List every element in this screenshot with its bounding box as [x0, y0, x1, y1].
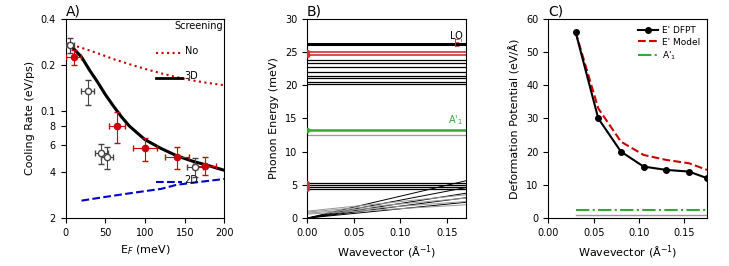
Text: No: No — [184, 45, 198, 56]
Y-axis label: Deformation Potential (eV/Å): Deformation Potential (eV/Å) — [510, 38, 521, 198]
Text: A): A) — [66, 5, 80, 19]
Y-axis label: Phonon Energy (meV): Phonon Energy (meV) — [269, 57, 279, 179]
Text: Screening: Screening — [174, 21, 223, 31]
Text: A'$_1$: A'$_1$ — [448, 113, 463, 127]
Text: C): C) — [548, 5, 564, 19]
Text: LO: LO — [450, 31, 463, 41]
Text: 2D: 2D — [184, 175, 198, 185]
X-axis label: Wavevector (Å$^{-1}$): Wavevector (Å$^{-1}$) — [337, 243, 436, 261]
Text: B): B) — [307, 5, 322, 19]
X-axis label: Wavevector (Å$^{-1}$): Wavevector (Å$^{-1}$) — [578, 243, 677, 261]
Text: 3D: 3D — [184, 72, 198, 81]
X-axis label: E$_F$ (meV): E$_F$ (meV) — [120, 243, 171, 257]
Legend: E' DFPT, E' Model, A'$_1$: E' DFPT, E' Model, A'$_1$ — [636, 23, 703, 64]
Y-axis label: Cooling Rate (eV/ps): Cooling Rate (eV/ps) — [25, 61, 35, 176]
Text: E': E' — [454, 39, 463, 49]
